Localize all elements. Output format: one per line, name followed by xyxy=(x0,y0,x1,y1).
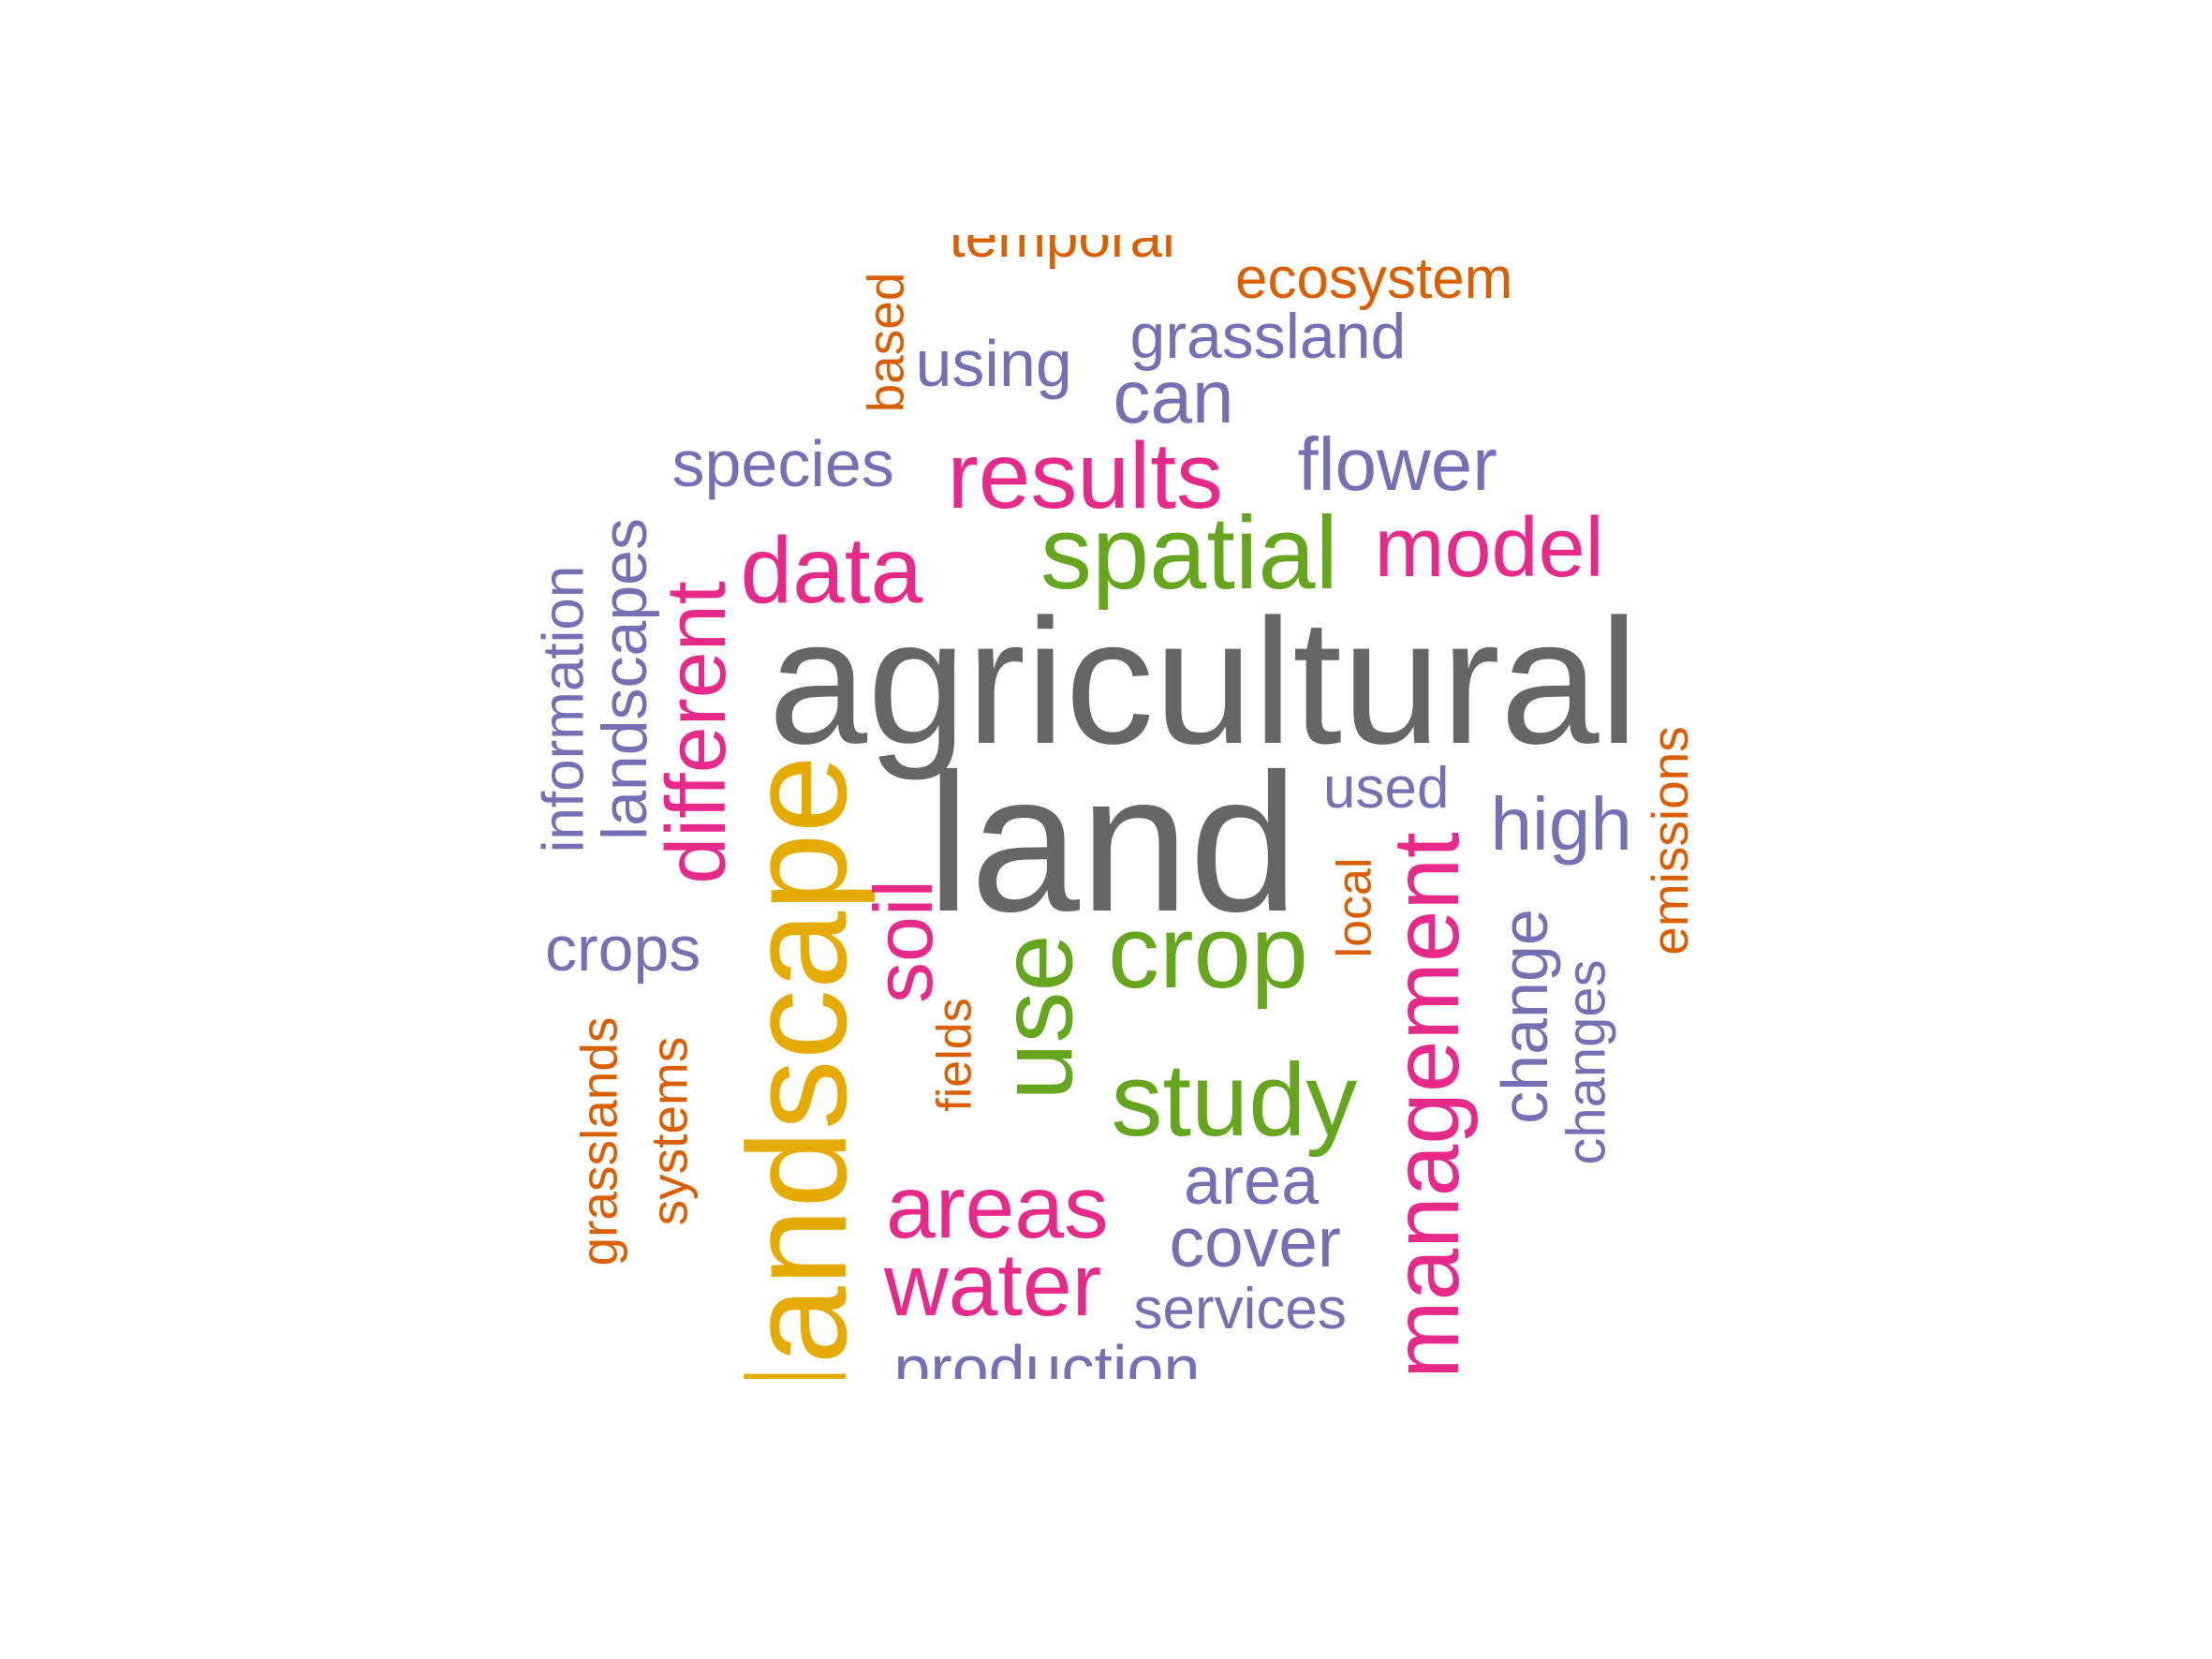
word: crops xyxy=(545,913,701,985)
word: species xyxy=(671,427,894,500)
word: changes xyxy=(1556,959,1617,1165)
word: management xyxy=(1373,832,1479,1379)
word: land xyxy=(926,733,1299,953)
word: ecosystem xyxy=(1235,246,1513,311)
word: crop xyxy=(1108,895,1308,1010)
word: study xyxy=(1111,1043,1358,1158)
word: water xyxy=(884,1235,1102,1335)
word: temporal xyxy=(949,205,1175,270)
word: different xyxy=(649,581,744,884)
word: local xyxy=(1326,857,1381,958)
word: grassland xyxy=(1129,301,1407,372)
word: agricultural xyxy=(768,583,1639,781)
word: change xyxy=(1487,909,1561,1124)
word: used xyxy=(1323,756,1450,821)
word: systems xyxy=(640,1036,699,1225)
word: high xyxy=(1490,782,1632,866)
word: services xyxy=(1133,1277,1347,1341)
word: model xyxy=(1374,501,1604,595)
word: grasslands xyxy=(569,1016,628,1266)
word: results xyxy=(947,423,1224,528)
word: areas xyxy=(886,1157,1109,1257)
word: landscapes xyxy=(589,517,661,841)
word: flower xyxy=(1297,422,1497,506)
word: information xyxy=(530,565,596,853)
word: landscape xyxy=(717,755,876,1396)
word: based xyxy=(856,272,915,412)
word: emissions xyxy=(1640,725,1699,955)
word: area xyxy=(1184,1144,1320,1219)
word: fields xyxy=(927,998,982,1112)
word: data xyxy=(740,518,923,623)
word: can xyxy=(1113,355,1234,438)
word: use xyxy=(979,934,1095,1101)
word: using xyxy=(915,327,1072,400)
word: spatial xyxy=(1040,496,1338,611)
word: soil xyxy=(857,879,951,1004)
word: production xyxy=(893,1332,1201,1405)
word: cover xyxy=(1169,1202,1341,1281)
